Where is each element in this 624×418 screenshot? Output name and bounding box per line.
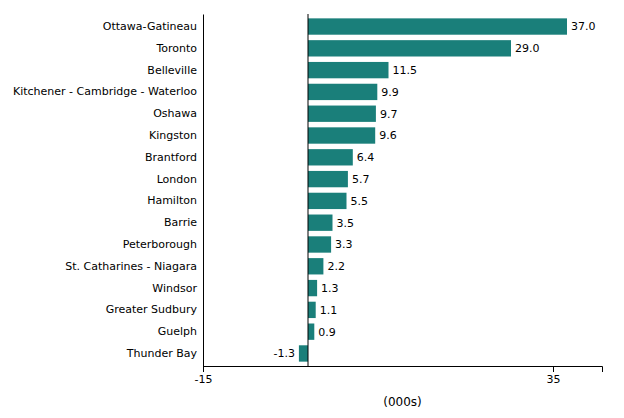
bar — [308, 62, 389, 78]
bar — [308, 84, 377, 100]
y-tick: Windsor — [152, 282, 197, 295]
bar — [308, 193, 347, 209]
bar — [308, 323, 314, 339]
y-axis: Thunder Bay Guelph Greater Sudbury Windsor S… — [13, 15, 204, 367]
y-tick: St. Catharines - Niagara — [65, 260, 197, 273]
y-tick-label: Greater Sudbury — [106, 303, 198, 316]
y-tick: Hamilton — [147, 194, 197, 207]
bar — [308, 40, 511, 56]
bar — [308, 18, 567, 34]
data-label: 37.0 — [571, 20, 596, 33]
y-tick: Thunder Bay — [126, 347, 198, 360]
data-label: 1.3 — [321, 282, 339, 295]
data-label: 5.5 — [351, 195, 369, 208]
y-tick: Kingston — [149, 129, 197, 142]
bar — [308, 171, 348, 187]
y-tick: London — [157, 173, 197, 186]
bar — [308, 106, 376, 122]
bar — [308, 149, 353, 165]
chart: -15 35 Thunder Bay Guelph Greater Sudbury Win… — [0, 0, 624, 418]
y-tick-label: Ottawa-Gatineau — [103, 20, 197, 33]
bar — [308, 280, 317, 296]
y-tick: Peterborough — [123, 238, 197, 251]
plot: -15 35 Thunder Bay Guelph Greater Sudbury Win… — [13, 14, 603, 409]
data-labels: -1.3 0.9 1.1 1.3 2.2 3.3 3.5 5.5 5.7 6.4 9.6 9.7 9.9… — [273, 20, 595, 360]
x-tick-label: -15 — [195, 373, 213, 386]
y-tick: Barrie — [164, 216, 197, 229]
zero-line — [308, 14, 309, 366]
data-label: 11.5 — [393, 64, 418, 77]
y-tick-label: London — [157, 173, 197, 186]
y-tick-label: St. Catharines - Niagara — [65, 260, 197, 273]
y-tick: Ottawa-Gatineau — [103, 20, 197, 33]
y-tick-label: Windsor — [152, 282, 197, 295]
x-tick: -15 — [195, 366, 213, 386]
y-tick-label: Guelph — [158, 325, 197, 338]
y-tick-label: Barrie — [164, 216, 197, 229]
bar — [308, 302, 316, 318]
data-label: -1.3 — [273, 347, 294, 360]
data-label: 3.3 — [335, 238, 353, 251]
x-axis-line — [204, 367, 603, 373]
y-tick-label: Toronto — [155, 42, 197, 55]
data-label: 0.9 — [318, 326, 336, 339]
y-tick-label: Peterborough — [123, 238, 197, 251]
data-label: 5.7 — [352, 173, 370, 186]
y-tick-label: Hamilton — [147, 194, 197, 207]
y-tick-label: Belleville — [147, 64, 197, 77]
y-tick: Greater Sudbury — [106, 303, 198, 316]
y-tick-label: Brantford — [145, 151, 197, 164]
y-tick: Kitchener - Cambridge - Waterloo — [13, 85, 197, 98]
y-axis-line — [203, 15, 204, 367]
bar — [299, 345, 308, 361]
data-label: 9.9 — [381, 86, 399, 99]
y-tick: Oshawa — [153, 107, 197, 120]
x-axis: -15 35 — [195, 366, 603, 386]
x-axis-title: (000s) — [383, 395, 422, 409]
bar — [308, 215, 333, 231]
data-label: 3.5 — [337, 217, 355, 230]
data-label: 9.6 — [379, 129, 397, 142]
bar — [308, 127, 375, 143]
y-tick-label: Kingston — [149, 129, 197, 142]
data-label: 1.1 — [320, 304, 338, 317]
y-tick: Guelph — [158, 325, 197, 338]
y-tick: Belleville — [147, 64, 197, 77]
bar — [308, 258, 323, 274]
data-label: 2.2 — [327, 260, 345, 273]
y-tick-label: Thunder Bay — [126, 347, 198, 360]
y-tick-label: Kitchener - Cambridge - Waterloo — [13, 85, 197, 98]
x-tick-mark — [203, 366, 204, 372]
y-tick: Brantford — [145, 151, 197, 164]
y-tick: Toronto — [155, 42, 197, 55]
data-label: 29.0 — [515, 42, 540, 55]
data-label: 6.4 — [357, 151, 375, 164]
y-tick-label: Oshawa — [153, 107, 197, 120]
bar — [308, 236, 331, 252]
x-tick-mark — [553, 366, 554, 372]
x-tick: 35 — [547, 366, 561, 386]
data-label: 9.7 — [380, 108, 398, 121]
x-tick-label: 35 — [547, 373, 561, 386]
bars — [299, 18, 567, 361]
